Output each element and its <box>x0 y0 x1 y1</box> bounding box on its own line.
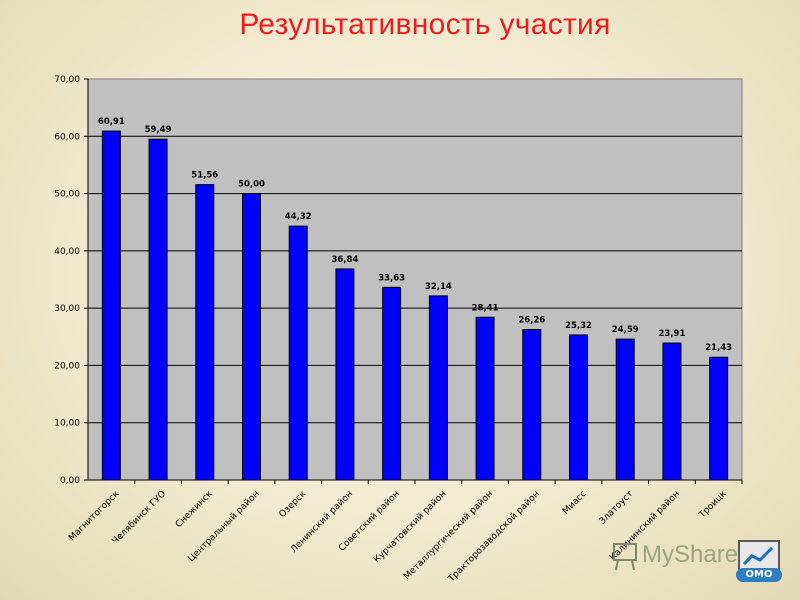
chart-title: Результативность участия <box>239 8 611 41</box>
x-tick-label: Златоуст <box>598 489 636 527</box>
y-tick-label: 0,00 <box>60 476 80 486</box>
x-tick-label: Троицк <box>697 489 729 521</box>
bar <box>335 268 355 481</box>
data-label: 59,49 <box>145 125 172 135</box>
data-label: 23,91 <box>658 329 685 339</box>
presentation-icon <box>613 543 637 571</box>
data-labels: 60,91 59,49 51,56 50,00 44,32 36,84 33,63 32,14… <box>98 117 732 353</box>
data-label: 60,91 <box>98 117 125 127</box>
bar <box>615 338 635 481</box>
data-label: 26,26 <box>518 316 545 326</box>
plot-background <box>87 78 743 481</box>
data-label: 51,56 <box>191 171 218 181</box>
y-tick-label: 70,00 <box>54 75 80 85</box>
chart-logo-icon <box>742 546 774 566</box>
bar <box>242 193 261 481</box>
bar <box>101 130 121 481</box>
y-tick-label: 50,00 <box>54 190 80 200</box>
omo-logo-label: ОМО <box>736 568 782 582</box>
data-label: 25,32 <box>565 321 592 331</box>
x-tick-label: Миасс <box>561 489 589 517</box>
bars <box>101 130 729 481</box>
bar <box>709 356 729 481</box>
x-tick-label: Снежинск <box>174 489 215 530</box>
data-label: 24,59 <box>612 325 639 335</box>
plot-area <box>87 78 743 481</box>
bar <box>195 184 215 481</box>
data-label: 50,00 <box>238 180 265 190</box>
y-tick-label: 40,00 <box>54 247 80 257</box>
bar <box>382 286 402 481</box>
data-label: 32,14 <box>425 282 452 292</box>
x-tick-label: Озерск <box>278 489 309 520</box>
bar <box>569 334 588 481</box>
x-tick-label: Тракторозаводской район <box>446 489 542 585</box>
bar <box>522 329 542 481</box>
watermark-text: MyShared <box>642 541 752 568</box>
data-label: 36,84 <box>331 255 358 265</box>
y-tick-label: 60,00 <box>54 132 80 142</box>
omo-logo: ОМО <box>736 540 782 582</box>
bar <box>475 316 495 481</box>
watermark: MyShared ОМО <box>612 536 782 582</box>
data-label: 21,43 <box>705 343 732 353</box>
y-tick-label: 10,00 <box>54 419 80 429</box>
bar <box>428 295 448 481</box>
data-label: 33,63 <box>378 273 405 283</box>
y-tick-label: 30,00 <box>54 304 80 314</box>
data-label: 28,41 <box>472 303 499 313</box>
bar <box>148 138 168 481</box>
data-label: 44,32 <box>285 212 312 222</box>
x-tick-label: Металлургический район <box>402 489 495 582</box>
y-tick-label: 20,00 <box>54 361 80 371</box>
bar <box>288 225 308 481</box>
y-axis: 0,00 10,00 20,00 30,00 40,00 50,00 60,00 70,00 <box>54 75 89 486</box>
bar <box>662 342 682 481</box>
